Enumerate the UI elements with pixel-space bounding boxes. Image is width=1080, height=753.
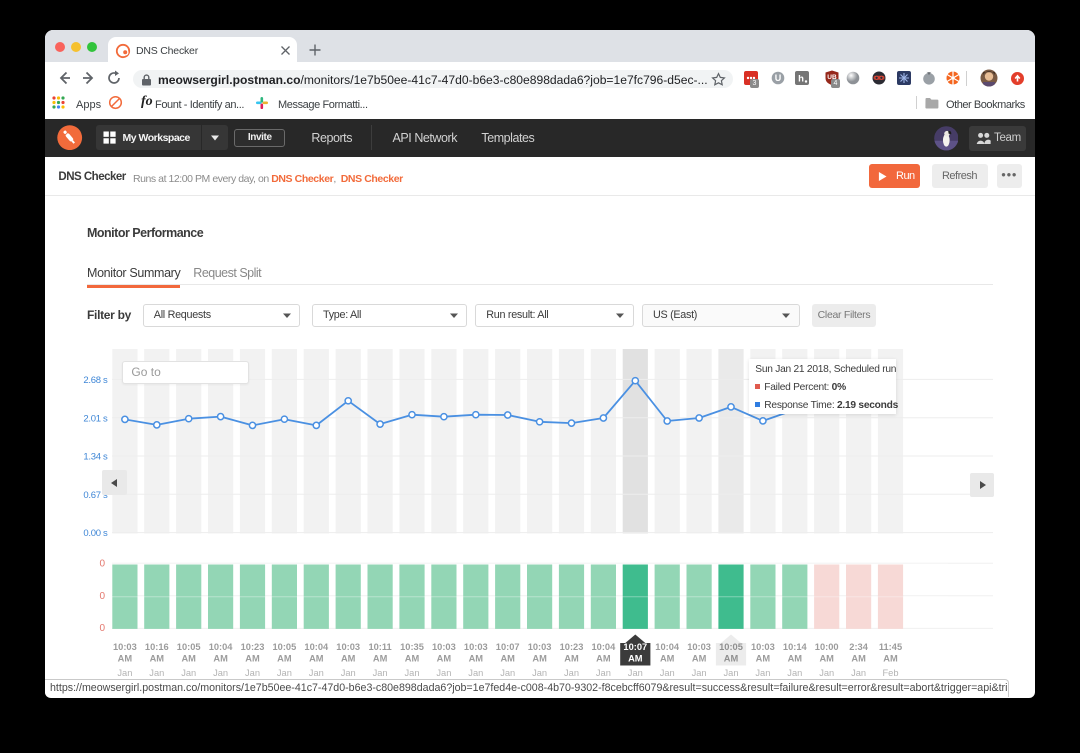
svg-text:2.01 s: 2.01 s (83, 413, 108, 424)
svg-text:10:07: 10:07 (623, 642, 647, 652)
svg-text:10:05: 10:05 (177, 642, 201, 652)
svg-text:AM: AM (118, 654, 133, 664)
svg-text:Jan: Jan (405, 668, 420, 678)
svg-text:2.68 s: 2.68 s (83, 375, 108, 386)
svg-text:10:14: 10:14 (783, 642, 808, 652)
svg-text:h: h (798, 74, 804, 85)
svg-text:10:35: 10:35 (400, 642, 424, 652)
svg-text:10:04: 10:04 (592, 642, 617, 652)
svg-text:Jan: Jan (468, 668, 483, 678)
svg-text:AM: AM (277, 654, 292, 664)
svg-text:U: U (775, 73, 782, 83)
svg-text:0.00 s: 0.00 s (83, 528, 108, 539)
svg-text:10:03: 10:03 (113, 642, 137, 652)
svg-text:10:07: 10:07 (496, 642, 520, 652)
svg-text:Jan: Jan (787, 668, 802, 678)
svg-text:AM: AM (692, 654, 707, 664)
svg-text:Jan: Jan (851, 668, 866, 678)
svg-text:Jan: Jan (724, 668, 739, 678)
svg-text:UB: UB (827, 74, 837, 81)
svg-text:AM: AM (437, 654, 452, 664)
svg-text:10:03: 10:03 (687, 642, 711, 652)
svg-text:AM: AM (724, 654, 739, 664)
svg-text:10:03: 10:03 (432, 642, 456, 652)
svg-text:Jan: Jan (692, 668, 707, 678)
svg-text:1.34 s: 1.34 s (83, 452, 108, 463)
svg-text:Jan: Jan (819, 668, 834, 678)
svg-text:Jan: Jan (500, 668, 515, 678)
svg-text:AM: AM (819, 654, 834, 664)
svg-text:Jan: Jan (436, 668, 451, 678)
svg-text:10:04: 10:04 (655, 642, 680, 652)
svg-text:Jan: Jan (628, 668, 643, 678)
svg-text:0: 0 (99, 591, 105, 602)
svg-text:AM: AM (756, 654, 771, 664)
svg-text:AM: AM (405, 654, 420, 664)
svg-text:0: 0 (99, 559, 105, 570)
svg-text:AM: AM (469, 654, 484, 664)
svg-text:0: 0 (99, 623, 105, 634)
svg-text:Jan: Jan (564, 668, 579, 678)
svg-text:AM: AM (532, 654, 547, 664)
svg-text:10:23: 10:23 (560, 642, 584, 652)
svg-text:10:04: 10:04 (209, 642, 234, 652)
svg-text:Jan: Jan (213, 668, 228, 678)
svg-text:Jan: Jan (755, 668, 770, 678)
svg-text:AM: AM (660, 654, 675, 664)
svg-text:Jan: Jan (117, 668, 132, 678)
svg-text:Jan: Jan (373, 668, 388, 678)
svg-text:Jan: Jan (596, 668, 611, 678)
svg-text:AM: AM (373, 654, 388, 664)
svg-text:AM: AM (500, 654, 515, 664)
svg-text:10:03: 10:03 (751, 642, 775, 652)
svg-text:Feb: Feb (882, 668, 898, 678)
svg-text:AM: AM (150, 654, 165, 664)
svg-text:AM: AM (309, 654, 324, 664)
svg-text:AM: AM (181, 654, 196, 664)
svg-text:10:11: 10:11 (368, 642, 391, 652)
svg-text:Jan: Jan (181, 668, 196, 678)
svg-text:Jan: Jan (149, 668, 164, 678)
svg-text:11:45: 11:45 (879, 642, 902, 652)
svg-text:10:00: 10:00 (815, 642, 839, 652)
svg-text:10:03: 10:03 (464, 642, 488, 652)
svg-text:10:16: 10:16 (145, 642, 169, 652)
svg-text:AM: AM (628, 654, 643, 664)
svg-text:10:23: 10:23 (241, 642, 265, 652)
svg-text:AM: AM (341, 654, 356, 664)
svg-text:AM: AM (788, 654, 803, 664)
svg-text:Jan: Jan (660, 668, 675, 678)
svg-text:AM: AM (851, 654, 866, 664)
svg-text:Jan: Jan (532, 668, 547, 678)
svg-text:AM: AM (213, 654, 228, 664)
svg-text:10:05: 10:05 (273, 642, 297, 652)
svg-text:10:05: 10:05 (719, 642, 743, 652)
svg-text:AM: AM (245, 654, 260, 664)
svg-text:10:04: 10:04 (304, 642, 329, 652)
svg-text:Jan: Jan (277, 668, 292, 678)
svg-text:Jan: Jan (309, 668, 324, 678)
svg-text:AM: AM (883, 654, 898, 664)
svg-text:0.67 s: 0.67 s (83, 490, 108, 501)
svg-text:AM: AM (596, 654, 611, 664)
svg-text:AM: AM (564, 654, 579, 664)
svg-text:2:34: 2:34 (849, 642, 868, 652)
svg-text:10:03: 10:03 (528, 642, 552, 652)
svg-text:Jan: Jan (245, 668, 260, 678)
svg-text:10:03: 10:03 (336, 642, 360, 652)
svg-text:Jan: Jan (341, 668, 356, 678)
